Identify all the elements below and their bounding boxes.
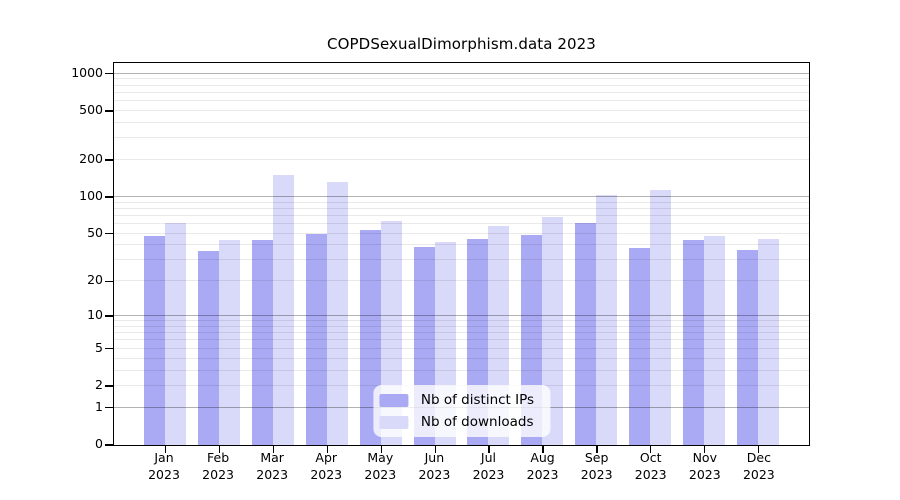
y-label-500: 500 bbox=[79, 101, 103, 117]
bar-group-oct bbox=[629, 63, 672, 453]
x-tick-jun bbox=[434, 445, 436, 453]
y-label-1: 1 bbox=[95, 398, 103, 414]
bar-ips-feb bbox=[197, 250, 219, 445]
y-label-100: 100 bbox=[79, 187, 103, 203]
y-axis-labels: 0 1 2 5 10 20 50 100 200 500 1000 bbox=[0, 62, 103, 451]
y-tick-200 bbox=[105, 159, 113, 161]
bar-downloads-sep bbox=[596, 194, 618, 445]
bar-group-nov bbox=[683, 63, 726, 453]
bar-group-mar bbox=[251, 63, 294, 453]
x-label-nov: Nov 2023 bbox=[688, 450, 721, 482]
x-tick-nov bbox=[704, 445, 706, 453]
x-tick-sep bbox=[596, 445, 598, 453]
plot-area: Nb of distinct IPs Nb of downloads bbox=[105, 62, 810, 453]
y-tick-500 bbox=[105, 110, 113, 112]
y-label-2: 2 bbox=[95, 376, 103, 392]
y-tick-1 bbox=[105, 407, 113, 409]
y-label-50: 50 bbox=[87, 224, 103, 240]
x-label-jun: Jun 2023 bbox=[418, 450, 451, 482]
y-label-20: 20 bbox=[87, 272, 103, 288]
bar-ips-sep bbox=[575, 223, 597, 445]
y-label-0: 0 bbox=[95, 436, 103, 451]
y-label-1000: 1000 bbox=[71, 64, 103, 80]
bar-ips-nov bbox=[683, 240, 705, 445]
x-label-dec: Dec 2023 bbox=[742, 450, 775, 482]
x-tick-jan bbox=[165, 445, 167, 453]
bar-downloads-jan bbox=[165, 223, 186, 445]
bar-group-apr bbox=[305, 63, 348, 453]
y-label-200: 200 bbox=[79, 150, 103, 166]
legend-item-downloads: Nb of downloads bbox=[378, 414, 534, 430]
y-tick-20 bbox=[105, 280, 113, 283]
bar-group-jan bbox=[144, 63, 186, 453]
x-axis-labels: Jan 2023 Feb 2023 Mar 2023 Apr 2023 May 2023 Jun 20… bbox=[113, 450, 810, 483]
bar-downloads-oct bbox=[650, 189, 672, 445]
bar-group-sep bbox=[575, 63, 618, 453]
bar-ips-apr bbox=[305, 233, 327, 445]
legend-label-downloads: Nb of downloads bbox=[420, 414, 534, 430]
y-tick-2 bbox=[105, 385, 113, 387]
x-label-sep: Sep 2023 bbox=[580, 450, 613, 482]
x-label-apr: Apr 2023 bbox=[310, 450, 343, 482]
bar-downloads-dec bbox=[757, 239, 779, 445]
legend: Nb of distinct IPs Nb of downloads bbox=[372, 385, 551, 437]
y-label-10: 10 bbox=[87, 307, 103, 323]
x-tick-feb bbox=[218, 445, 221, 453]
x-label-aug: Aug 2023 bbox=[526, 450, 559, 482]
bar-ips-oct bbox=[629, 248, 651, 445]
bar-group-dec bbox=[736, 63, 779, 453]
bar-ips-dec bbox=[736, 249, 758, 445]
y-tick-10 bbox=[105, 315, 113, 317]
legend-swatch-distinct-ips bbox=[378, 393, 408, 407]
x-label-mar: Mar 2023 bbox=[256, 450, 289, 482]
x-label-may: May 2023 bbox=[364, 450, 397, 482]
bar-downloads-nov bbox=[704, 235, 726, 445]
y-tick-50 bbox=[105, 233, 113, 235]
legend-item-distinct-ips: Nb of distinct IPs bbox=[378, 392, 535, 408]
x-tick-oct bbox=[650, 445, 652, 453]
x-tick-dec bbox=[757, 445, 760, 453]
x-label-jan: Jan 2023 bbox=[148, 450, 180, 482]
x-tick-jul bbox=[488, 445, 490, 453]
x-label-oct: Oct 2023 bbox=[634, 450, 667, 482]
y-tick-100 bbox=[105, 196, 113, 198]
bars-container bbox=[114, 63, 809, 453]
bar-group-feb bbox=[197, 63, 240, 453]
x-tick-may bbox=[380, 445, 382, 453]
y-label-5: 5 bbox=[95, 339, 103, 355]
x-tick-aug bbox=[542, 445, 544, 453]
chart-title: COPDSexualDimorphism.data 2023 bbox=[327, 35, 596, 53]
bar-downloads-mar bbox=[272, 175, 294, 445]
x-label-jul: Jul 2023 bbox=[472, 450, 505, 482]
y-tick-0 bbox=[105, 444, 113, 446]
bar-downloads-apr bbox=[326, 182, 348, 445]
x-tick-mar bbox=[272, 445, 275, 453]
bar-ips-jan bbox=[144, 235, 165, 445]
legend-swatch-downloads bbox=[378, 415, 408, 429]
bar-downloads-feb bbox=[218, 240, 240, 445]
y-tick-5 bbox=[105, 348, 113, 350]
bar-ips-mar bbox=[251, 240, 273, 445]
x-label-feb: Feb 2023 bbox=[202, 450, 234, 482]
legend-label-distinct-ips: Nb of distinct IPs bbox=[420, 392, 535, 408]
x-tick-apr bbox=[326, 445, 329, 453]
y-tick-1000 bbox=[105, 73, 113, 75]
